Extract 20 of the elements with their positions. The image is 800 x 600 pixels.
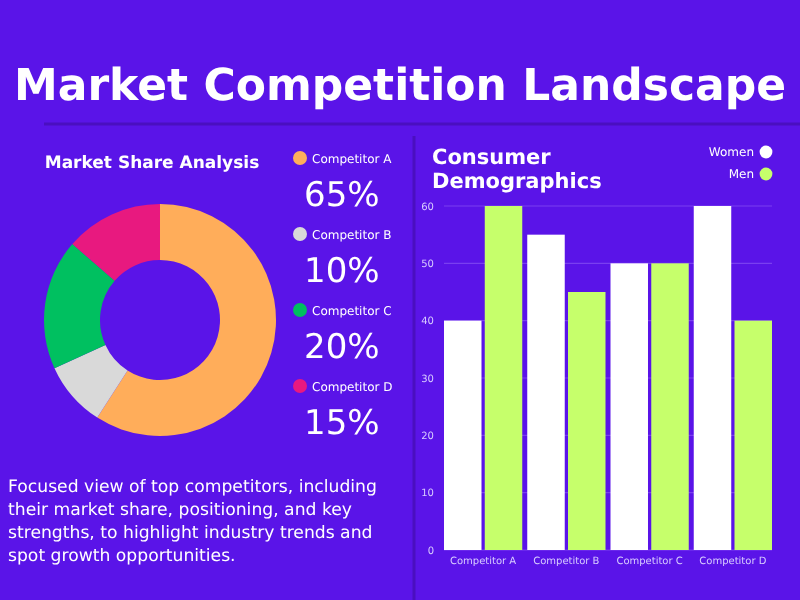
donut-slice <box>72 204 160 281</box>
data-label: 65% <box>304 176 380 216</box>
data-label: 15% <box>304 404 380 444</box>
bar <box>568 292 606 550</box>
data-label: 10% <box>304 252 380 292</box>
bar <box>651 263 689 550</box>
bar <box>444 320 482 550</box>
data-label: 20% <box>304 328 380 368</box>
chart-title: Consumer Demographics <box>432 146 602 194</box>
donut-slice <box>97 204 276 436</box>
chart-title: Market Share Analysis <box>44 154 260 174</box>
donut-slice <box>54 344 128 418</box>
text: Market Competition Landscape <box>13 62 787 112</box>
bar <box>610 263 648 550</box>
bar <box>527 234 565 550</box>
bar <box>484 206 523 550</box>
bar <box>693 206 732 550</box>
bar <box>734 320 772 550</box>
donut-slice <box>44 244 115 369</box>
text: Focused view of top competitors, including their market share, positioning, and key strengths, to highlight industry trends and spot growth opportunities. <box>8 478 377 567</box>
